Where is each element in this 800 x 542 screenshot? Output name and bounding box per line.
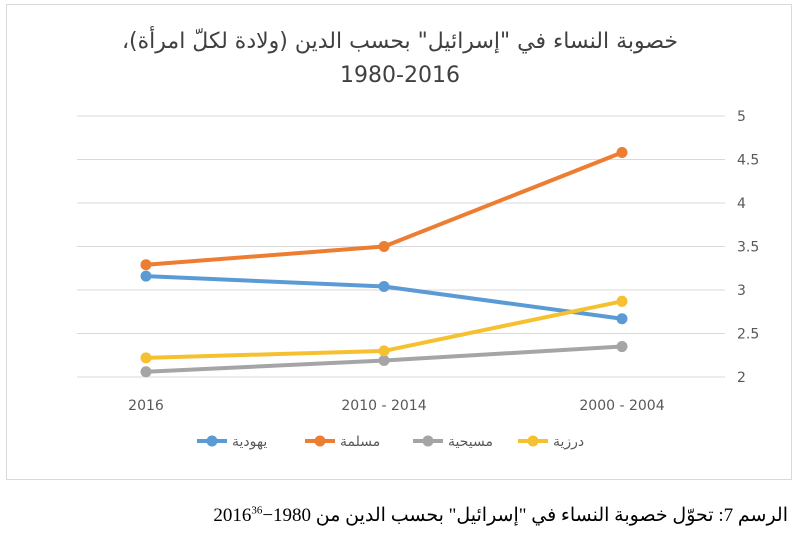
legend-swatch-marker bbox=[422, 435, 434, 447]
figure-caption: الرسم 7: تحوّل خصوبة النساء في "إسرائيل"… bbox=[0, 504, 788, 527]
caption-text: الرسم 7: تحوّل خصوبة النساء في "إسرائيل"… bbox=[213, 505, 788, 526]
x-axis-ticks: 2016 2010 - 2014 2000 - 2004 bbox=[128, 398, 665, 414]
x-tick-label: 2016 bbox=[128, 398, 164, 414]
legend-swatch-marker bbox=[314, 435, 326, 447]
caption-footnote: 36 bbox=[251, 504, 263, 517]
data-point bbox=[140, 366, 152, 378]
y-tick-label: 3 bbox=[737, 283, 746, 299]
data-point bbox=[616, 295, 628, 307]
chart-title-line2: 1980-2016 bbox=[340, 63, 460, 88]
data-point bbox=[616, 147, 628, 159]
y-tick-label: 5 bbox=[737, 109, 746, 125]
x-tick-label: 2010 - 2014 bbox=[341, 398, 426, 414]
legend-label: درزية bbox=[553, 434, 584, 450]
data-point bbox=[140, 259, 152, 271]
data-point bbox=[616, 313, 628, 325]
y-tick-label: 2 bbox=[737, 370, 746, 386]
data-point bbox=[378, 354, 390, 366]
legend-label: يهودية bbox=[232, 434, 267, 450]
legend-swatch-marker bbox=[527, 435, 539, 447]
y-tick-label: 2.5 bbox=[737, 327, 759, 343]
data-point bbox=[378, 281, 390, 293]
x-tick-label: 2000 - 2004 bbox=[579, 398, 664, 414]
legend: يهودية مسلمة مسيحية درزية bbox=[197, 434, 584, 450]
data-point bbox=[140, 270, 152, 282]
data-point bbox=[616, 341, 628, 353]
y-tick-label: 4 bbox=[737, 196, 746, 212]
chart-title-line1: خصوبة النساء في "إسرائيل" بحسب الدين (ول… bbox=[122, 26, 678, 54]
data-point bbox=[140, 352, 152, 364]
y-axis-ticks: 2 2.5 3 3.5 4 4.5 5 bbox=[737, 109, 759, 386]
data-point bbox=[378, 345, 390, 357]
y-tick-label: 3.5 bbox=[737, 240, 759, 256]
series-lines bbox=[140, 147, 628, 378]
data-point bbox=[378, 241, 390, 252]
y-tick-label: 4.5 bbox=[737, 153, 759, 169]
legend-label: مسيحية bbox=[448, 434, 493, 450]
legend-label: مسلمة bbox=[340, 434, 380, 450]
legend-swatch-marker bbox=[206, 435, 218, 447]
gridlines bbox=[77, 115, 725, 378]
